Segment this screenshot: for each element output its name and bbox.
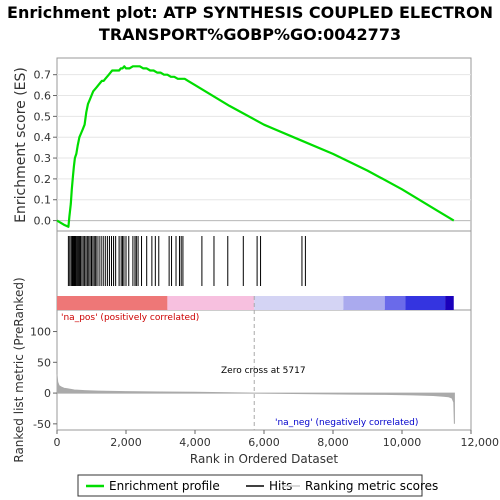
colorbar-segment — [57, 296, 168, 310]
es-ytick-label: 0.6 — [34, 90, 52, 103]
metric-ytick-label: 0 — [44, 387, 51, 400]
enrichment-profile-series — [56, 65, 455, 228]
es-gridlines — [57, 74, 471, 222]
legend: Enrichment profile Hits Ranking metric sco… — [86, 479, 438, 493]
metric-ytick-label: -50 — [33, 418, 51, 431]
es-ytick-label: 0.5 — [34, 110, 52, 123]
xtick-label: 6,000 — [248, 436, 280, 449]
es-panel-frame — [56, 57, 472, 232]
xtick-label: 8,000 — [317, 436, 349, 449]
colorbar-segment — [343, 296, 385, 310]
es-ytick-label: 0.0 — [34, 215, 52, 228]
xtick-label: 2,000 — [110, 436, 142, 449]
chart-title-line2: TRANSPORT%GOBP%GO:0042773 — [99, 25, 401, 44]
x-axis-label: Rank in Ordered Dataset — [190, 452, 338, 466]
xtick-label: 10,000 — [383, 436, 422, 449]
metric-ytick-label: 50 — [37, 356, 51, 369]
es-ytick-label: 0.4 — [34, 131, 52, 144]
neg-correlated-label: 'na_neg' (negatively correlated) — [275, 418, 418, 428]
metric-ytick-label: 100 — [30, 326, 51, 339]
metric-y-axis-ticks: -50 0 50 100 — [30, 326, 57, 431]
ranking-metric-series — [56, 296, 455, 430]
colorbar-segment — [254, 296, 344, 310]
ranking-colorbar — [57, 296, 454, 310]
es-ytick-label: 0.3 — [34, 152, 52, 165]
chart-title-line1: Enrichment plot: ATP SYNTHESIS COUPLED E… — [7, 3, 493, 22]
es-ytick-label: 0.7 — [34, 69, 52, 82]
xtick-label: 12,000 — [461, 436, 500, 449]
x-axis-ticks: 0 2,000 4,000 6,000 8,000 10,000 12,000 — [54, 430, 500, 449]
legend-label: Hits — [269, 479, 292, 493]
legend-label: Ranking metric scores — [305, 479, 438, 493]
pos-correlated-label: 'na_pos' (positively correlated) — [61, 313, 199, 323]
xtick-label: 0 — [54, 436, 61, 449]
ranking-metric-area — [56, 374, 455, 424]
colorbar-segment — [167, 296, 255, 310]
colorbar-segment — [384, 296, 406, 310]
metric-y-axis-label: Ranked list metric (PreRanked) — [12, 277, 26, 462]
legend-label: Enrichment profile — [109, 479, 220, 493]
colorbar-segment — [445, 296, 454, 310]
xtick-label: 4,000 — [179, 436, 211, 449]
es-ytick-label: 0.1 — [34, 194, 52, 207]
hits-series — [67, 236, 306, 286]
es-ytick-label: 0.2 — [34, 173, 52, 186]
es-y-axis-ticks: 0.0 0.1 0.2 0.3 0.4 0.5 0.6 0.7 — [34, 69, 57, 228]
enrichment-profile-line — [56, 65, 455, 228]
es-y-axis-label: Enrichment score (ES) — [13, 67, 29, 223]
colorbar-segment — [405, 296, 446, 310]
zero-cross-label: Zero cross at 5717 — [221, 366, 306, 376]
